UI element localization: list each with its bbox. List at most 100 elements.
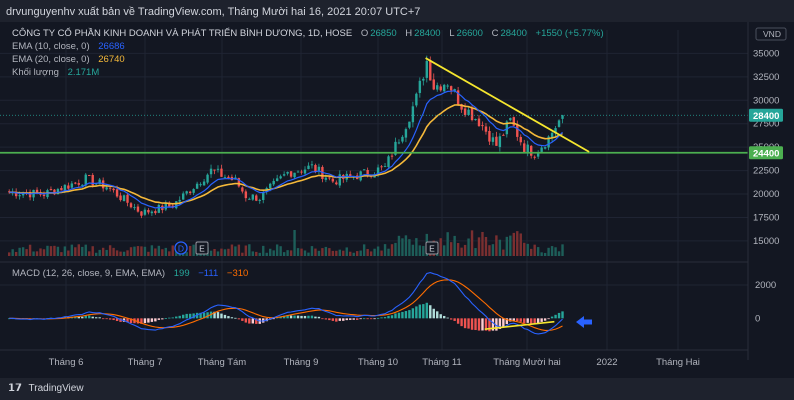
candle-body	[516, 124, 519, 137]
macd-tick-label: 0	[755, 313, 760, 324]
macd-hist-value: 199	[173, 268, 190, 279]
candle-body	[289, 171, 293, 177]
arrow-left-icon	[576, 316, 592, 328]
publisher-bar: drvunguyenhv xuất bản về TradingView.com…	[0, 0, 794, 22]
ema10-legend[interactable]: EMA (10, close, 0) 26686	[12, 41, 127, 52]
candle-body	[67, 185, 70, 189]
candle-body	[331, 178, 335, 182]
candle-body	[154, 211, 157, 214]
volume-bar	[21, 247, 25, 256]
volume-bar	[115, 250, 119, 256]
volume-bar	[512, 232, 515, 256]
macd-histogram-bar	[192, 313, 195, 319]
volume-bar	[456, 243, 460, 256]
volume-bar	[185, 252, 188, 256]
volume-bar	[168, 251, 171, 256]
candle-body	[474, 118, 477, 121]
candle-body	[335, 182, 338, 185]
volume-bar	[136, 246, 140, 256]
candle-body	[495, 136, 498, 146]
macd-histogram-bar	[456, 318, 460, 324]
candle-body	[303, 169, 307, 174]
volume-bar	[401, 238, 404, 256]
candle-body	[491, 137, 495, 142]
macd-histogram-bar	[171, 317, 174, 319]
macd-legend[interactable]: MACD (12, 26, close, 9, EMA, EMA) 199 −1…	[12, 268, 250, 279]
volume-bar	[394, 242, 397, 256]
volume-bar	[108, 245, 112, 256]
macd-histogram-bar	[317, 316, 321, 319]
volume-bar	[154, 248, 157, 256]
volume-bar	[523, 242, 526, 256]
volume-bar	[230, 244, 234, 256]
volume-bar	[133, 246, 136, 256]
macd-histogram-bar	[394, 313, 397, 319]
drawings[interactable]	[0, 57, 748, 154]
volume-bar	[411, 244, 415, 256]
macd-pane	[0, 272, 748, 335]
candle-body	[530, 145, 533, 156]
volume-bar	[91, 246, 94, 256]
volume-bar	[81, 246, 84, 256]
volume-bar	[418, 245, 422, 256]
macd-histogram-bar	[415, 306, 418, 319]
chart-stage[interactable]: VND3500032500300002750025000225002000017…	[0, 22, 794, 380]
volume-bar	[498, 239, 502, 256]
candle-body	[206, 174, 209, 183]
volume-bar	[387, 248, 390, 256]
volume-bar	[140, 246, 143, 256]
volume-bar	[408, 239, 411, 256]
macd-histogram-bar	[536, 318, 540, 324]
macd-histogram-bar	[498, 318, 502, 329]
candle-body	[512, 117, 515, 126]
price-tick-label: 27500	[753, 119, 779, 130]
ema20-legend[interactable]: EMA (20, close, 0) 26740	[12, 54, 127, 65]
candle-body	[101, 180, 105, 189]
volume-bar	[18, 247, 21, 256]
volume-bar	[491, 244, 495, 256]
candle-body	[84, 174, 87, 186]
volume-bar	[289, 250, 293, 256]
volume-bar	[516, 231, 519, 256]
volume-bar	[369, 251, 373, 256]
volume-bar	[533, 244, 536, 256]
macd-histogram-bar	[338, 318, 341, 321]
volume-bar	[488, 245, 491, 256]
volume-bar	[390, 244, 394, 256]
macd-histogram-bar	[314, 316, 317, 319]
candle-body	[105, 187, 108, 190]
candle-body	[63, 184, 67, 191]
macd-histogram-bar	[300, 315, 303, 319]
dividend-marker-label: D	[178, 244, 184, 254]
macd-histogram-bar	[554, 314, 557, 319]
price-tick-label: 30000	[753, 95, 779, 106]
candle-body	[296, 171, 300, 173]
macd-histogram-bar	[237, 318, 241, 320]
volume-bar	[8, 252, 11, 256]
candle-body	[192, 189, 195, 193]
close-label: C	[491, 28, 499, 39]
candle-body	[526, 144, 529, 154]
macd-histogram-bar	[324, 318, 328, 320]
candle-body	[443, 84, 446, 92]
candle-body	[286, 171, 289, 174]
volume-bar	[129, 247, 133, 256]
volume-bar	[502, 249, 505, 256]
macd-histogram-bar	[98, 317, 101, 319]
volume-bar	[227, 248, 230, 256]
candle-body	[498, 136, 502, 148]
volume-legend[interactable]: Khối lượng 2.171M	[12, 67, 101, 78]
candle-body	[42, 194, 46, 197]
ema10-value: 26686	[98, 41, 125, 52]
candle-body	[195, 183, 199, 189]
macd-histogram-bar	[540, 318, 543, 322]
macd-histogram-bar	[84, 315, 87, 319]
ema10-line	[9, 90, 563, 209]
candle-body	[70, 183, 74, 188]
earnings-marker-icon	[195, 241, 209, 255]
volume-bar	[46, 245, 49, 256]
candle-body	[168, 202, 171, 207]
volume-bar	[255, 251, 258, 256]
price-chart-svg[interactable]: VND3500032500300002750025000225002000017…	[0, 22, 794, 380]
